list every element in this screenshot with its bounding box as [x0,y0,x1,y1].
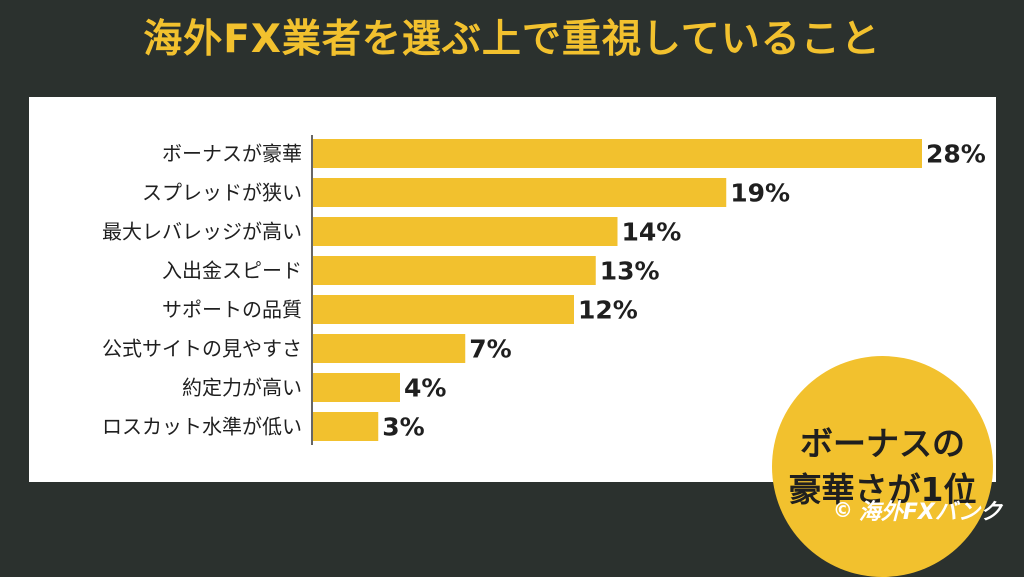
value-label: 3% [382,413,424,442]
category-label: 約定力が高い [182,376,302,400]
category-label: サポートの品質 [162,298,302,322]
bar [313,412,379,441]
bar [313,256,596,285]
value-label: 14% [622,218,682,247]
copyright-credit: © 海外FXバンク [833,494,1002,526]
value-label: 12% [578,296,638,325]
category-label: 公式サイトの見やすさ [102,337,302,361]
category-label: スプレッドが狭い [142,181,302,205]
bar [313,139,922,168]
page-title: 海外FX業者を選ぶ上で重視していること [143,17,881,62]
category-label: 入出金スピード [162,259,302,283]
brand-logo-text: 海外FXバンク [858,500,1002,525]
value-label: 13% [600,257,660,286]
category-label: ロスカット水準が低い [102,415,302,439]
bar [313,295,574,324]
bar [313,178,727,207]
value-label: 7% [469,335,511,364]
category-label: ボーナスが豪華 [162,142,302,166]
highlight-badge: ボーナスの 豪華さが1位 [772,356,993,577]
value-label: 19% [730,179,790,208]
copyright-symbol: © [832,498,853,522]
value-label: 4% [404,374,446,403]
value-label: 28% [926,140,986,169]
category-label: 最大レバレッジが高い [102,220,302,244]
badge-line-2: 豪華さが1位 [788,469,977,509]
chart-panel: ボーナスが豪華 28% スプレッドが狭い 19% 最大レバレッジが高い 14% 入出金スピー… [29,97,996,577]
badge-line-1: ボーナスの [800,423,965,463]
bar [313,334,466,363]
bar [313,373,400,402]
bar-chart: ボーナスが豪華 28% スプレッドが狭い 19% 最大レバレッジが高い 14% 入出金スピー… [102,135,986,445]
bar [313,217,618,246]
